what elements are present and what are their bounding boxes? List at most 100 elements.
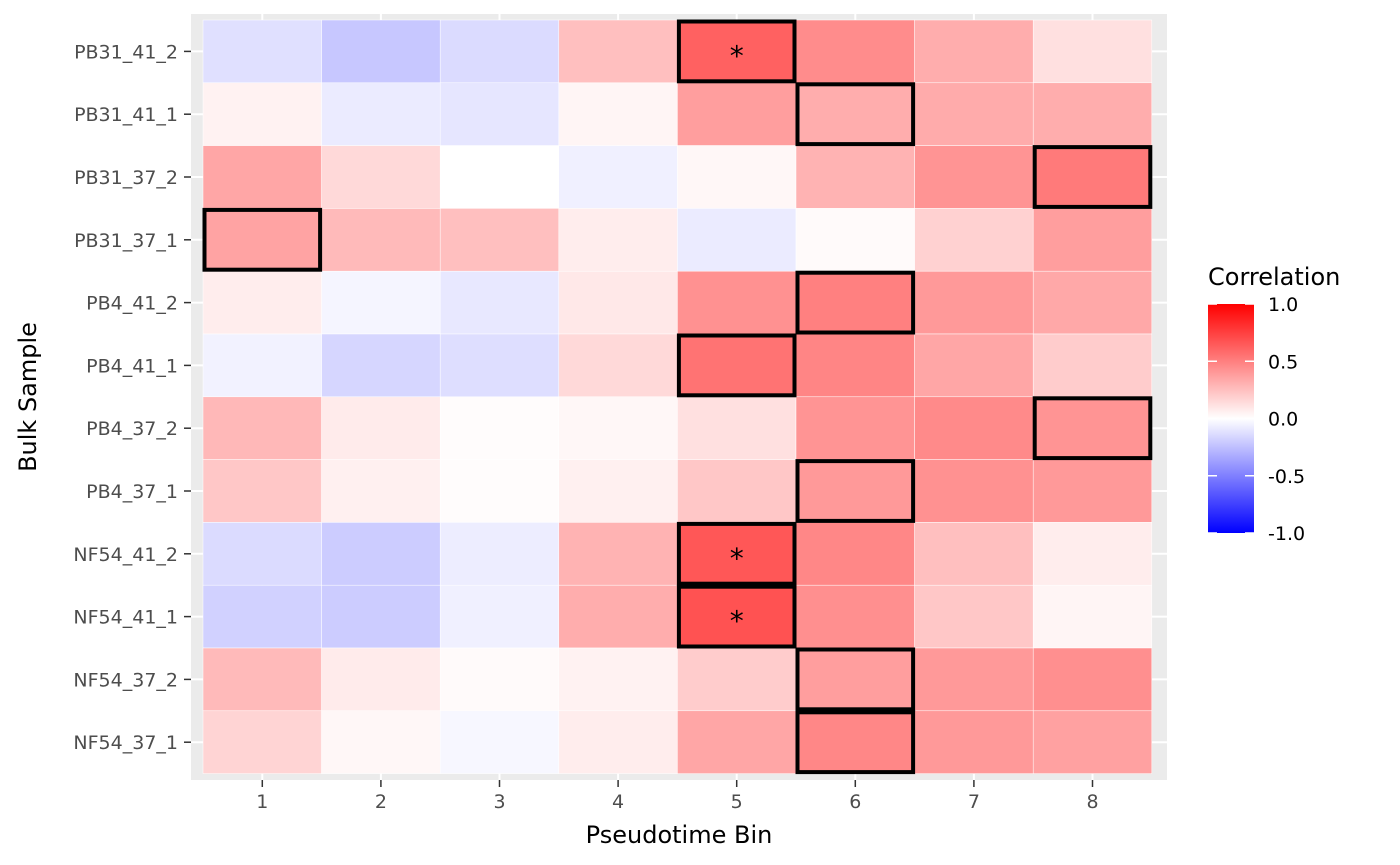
legend-ticks: 1.0 0.5 0.0 -0.5 -1.0 [1208,294,1305,545]
heatmap-cell [795,270,915,335]
heatmap-cell [558,145,678,209]
heatmap-cell [321,333,441,398]
heatmap-cell [202,459,322,523]
significance-star: * [730,605,744,638]
heatmap-cell [1032,270,1153,335]
heatmap-cell [439,647,560,712]
y-tick-label: PB31_41_2 [74,41,178,63]
heatmap-cell [558,396,678,460]
heatmap-cell [677,647,797,712]
heatmap-cell [914,333,1034,398]
y-tick-label: PB4_37_1 [86,481,178,503]
highlight-box [676,333,797,398]
heatmap-cell [321,396,441,460]
y-tick-label: PB4_41_2 [86,293,178,315]
heatmap-cell [914,710,1034,774]
heatmap-cell [202,396,322,460]
legend: Correlation 1.0 0.5 0.0 -0.5 -1.0 [1208,263,1340,545]
heatmap-cell [677,396,797,460]
heatmap-cell [321,522,441,586]
heatmap-cell [1032,82,1153,146]
heatmap-cell [795,710,915,774]
heatmap-cell [321,208,441,272]
heatmap-cell [914,145,1034,209]
heatmap-cell [202,710,322,774]
highlight-box [795,270,916,335]
y-tick-label: NF54_37_2 [73,669,178,691]
heatmap-cell [202,584,322,649]
heatmap-cell [202,333,322,398]
heatmap-cell [677,333,797,398]
highlight-box [676,521,797,586]
x-tick-label: 7 [968,791,980,813]
y-tick-label: PB4_37_2 [86,418,178,440]
highlight-box [795,459,916,523]
heatmap-cell [439,145,560,209]
heatmap-cell [439,584,560,649]
heatmap-cell [321,647,441,712]
heatmap-cell [795,19,915,84]
y-tick-label: PB31_37_1 [74,230,178,252]
x-tick-label: 8 [1086,791,1098,813]
heatmap-cell [202,270,322,335]
heatmap-cell [795,145,915,209]
heatmap-cell [677,584,797,649]
legend-break-label: 1.0 [1268,294,1298,316]
x-axis-title: Pseudotime Bin [586,821,773,849]
heatmap-cell [795,333,915,398]
y-axis-ticks: PB31_41_2 PB31_41_1 PB31_37_2 PB31_37_1 PB4_… [73,41,191,754]
heatmap-cell [558,459,678,523]
heatmap-cell [321,82,441,146]
y-tick-label: PB31_41_1 [74,104,178,126]
heatmap-cell [558,82,678,146]
heatmap-cell [439,82,560,146]
heatmap-cell [914,522,1034,586]
heatmap-cell [202,208,322,272]
heatmap-cell [795,647,915,712]
highlight-box [202,207,323,272]
heatmap-cell [677,208,797,272]
legend-break-label: 0.0 [1268,409,1298,431]
heatmap-cell [202,82,322,146]
heatmap-cell [1032,522,1153,586]
heatmap-cell [558,208,678,272]
heatmap-cell [1032,145,1153,209]
heatmap-cell [202,522,322,586]
heatmap-cell [795,208,915,272]
heatmap-cell [914,208,1034,272]
heatmap-cell [439,270,560,335]
x-tick-label: 3 [493,791,505,813]
heatmap-cell [202,647,322,712]
heatmap-cell [1032,19,1153,84]
heatmap-cell [677,145,797,209]
heatmap-cell [795,522,915,586]
heatmap-cell [1032,584,1153,649]
x-tick-label: 5 [731,791,743,813]
heatmap-cell [439,396,560,460]
legend-break-label: -0.5 [1268,466,1305,488]
x-tick-label: 4 [612,791,624,813]
significance-markers: * * * [730,39,744,637]
heatmap-cell [677,82,797,146]
heatmap-cell [558,647,678,712]
y-axis-title: Bulk Sample [14,322,42,472]
heatmap-cell [1032,333,1153,398]
x-tick-label: 6 [849,791,861,813]
heatmap-cell [795,584,915,649]
heatmap-cell [1032,208,1153,272]
heatmap-cell [321,270,441,335]
heatmap-cell [914,270,1034,335]
highlight-box [795,710,916,775]
heatmap-cell [439,459,560,523]
heatmap-cell [914,647,1034,712]
heatmap-cell [558,584,678,649]
x-axis-ticks: 1 2 3 4 5 6 7 8 [256,780,1099,813]
significance-star: * [730,39,744,72]
heatmap-cell [558,710,678,774]
heatmap-cell [439,19,560,84]
heatmap-cell [558,522,678,586]
heatmap-cell [914,459,1034,523]
heatmap-cell [202,19,322,84]
significance-star: * [730,542,744,575]
